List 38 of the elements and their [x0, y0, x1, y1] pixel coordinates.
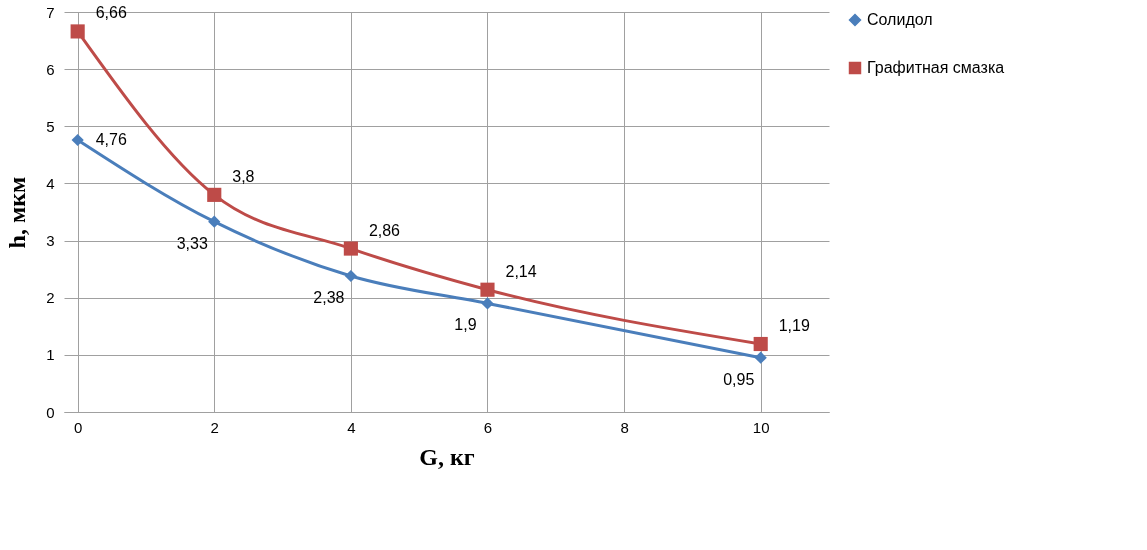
data-label: 0,95 [723, 370, 755, 388]
y-tick-label: 7 [46, 3, 55, 21]
y-tick-label: 4 [46, 174, 55, 192]
point [344, 269, 357, 283]
data-label: 2,14 [505, 262, 537, 280]
legend-label: Солидол [867, 11, 933, 28]
x-axis-title: G, кг [419, 443, 475, 470]
x-tick-label: 8 [620, 418, 629, 436]
point [208, 215, 221, 228]
point [343, 241, 358, 256]
y-tick-label: 1 [46, 346, 55, 364]
point [753, 336, 768, 352]
data-label: 2,86 [368, 221, 401, 239]
data-label: 2,38 [313, 289, 345, 306]
point [71, 133, 84, 147]
y-tick-label: 5 [46, 117, 55, 135]
y-tick-label: 0 [46, 403, 55, 421]
data-label: 1,19 [778, 317, 810, 334]
data-label: 1,9 [454, 316, 477, 334]
point [480, 282, 495, 297]
x-tick-label: 6 [483, 418, 493, 436]
y-tick-label: 6 [46, 60, 55, 78]
data-label: 3,33 [176, 234, 208, 252]
y-axis-title: h, мкм [4, 176, 31, 249]
y-tick-label: 3 [46, 232, 55, 250]
data-label: 4,76 [95, 131, 127, 148]
point [70, 24, 85, 39]
point [207, 187, 222, 202]
x-tick-label: 2 [210, 418, 219, 436]
x-tick-label: 10 [752, 418, 770, 436]
y-tick-label: 2 [46, 289, 55, 307]
x-tick-label: 4 [347, 418, 356, 436]
point [754, 351, 767, 364]
legend-label: Графитная смазка [867, 59, 1005, 76]
data-label: 6,66 [95, 4, 127, 22]
data-label: 3,8 [232, 167, 255, 185]
point [481, 297, 494, 310]
x-tick-label: 0 [73, 418, 83, 436]
